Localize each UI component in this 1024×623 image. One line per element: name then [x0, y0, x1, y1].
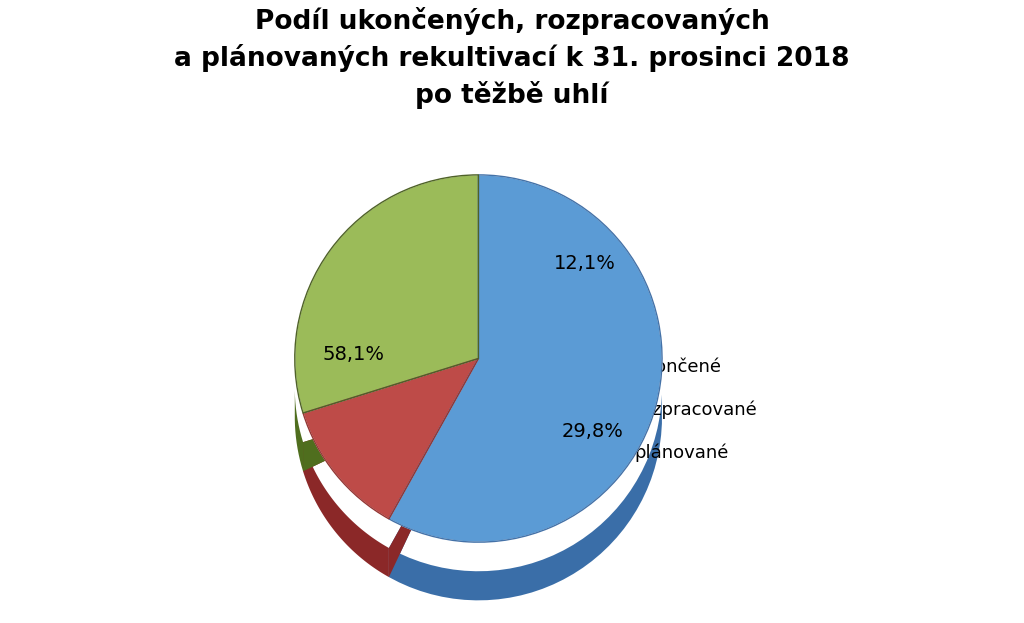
- Wedge shape: [389, 175, 663, 542]
- Polygon shape: [303, 388, 478, 471]
- Text: 12,1%: 12,1%: [554, 254, 615, 272]
- Wedge shape: [295, 175, 478, 413]
- Text: 29,8%: 29,8%: [561, 422, 624, 442]
- Polygon shape: [303, 388, 478, 471]
- Polygon shape: [295, 391, 303, 471]
- Polygon shape: [389, 394, 662, 601]
- Polygon shape: [389, 388, 478, 577]
- Polygon shape: [389, 388, 478, 577]
- Title: Podíl ukončených, rozpracovaných
a plánovaných rekultivací k 31. prosinci 2018
p: Podíl ukončených, rozpracovaných a pláno…: [174, 7, 850, 108]
- Legend: ukončené, rozpracované, plánované: ukončené, rozpracované, plánované: [591, 350, 764, 469]
- Wedge shape: [303, 358, 478, 519]
- Polygon shape: [303, 442, 389, 577]
- Text: 58,1%: 58,1%: [323, 345, 385, 364]
